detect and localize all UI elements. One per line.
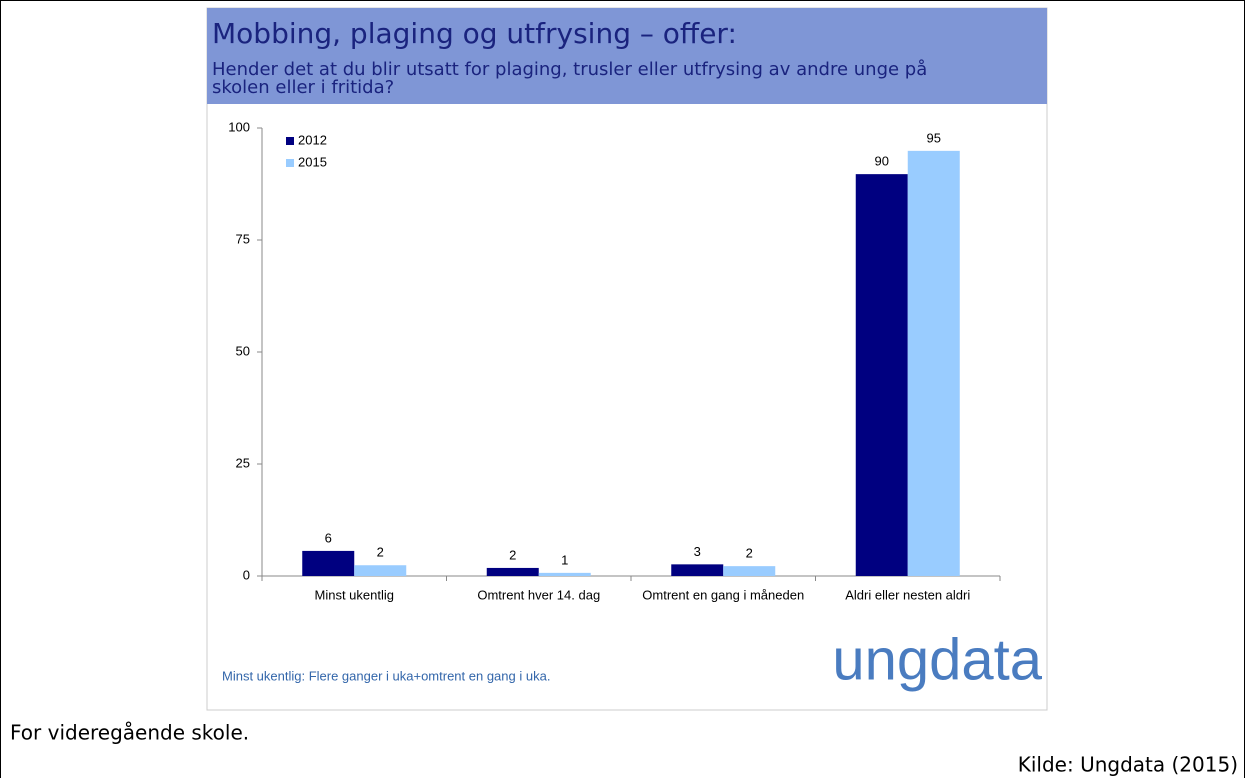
bar <box>538 572 591 576</box>
chart-subtitle: skolen eller i fritida? <box>212 77 394 98</box>
y-tick-label: 100 <box>228 119 250 134</box>
value-label: 3 <box>694 544 701 559</box>
chart-header <box>207 8 1047 104</box>
value-label: 1 <box>561 552 568 567</box>
y-tick-label: 25 <box>236 455 250 470</box>
source: Kilde: Ungdata (2015) <box>1018 753 1238 777</box>
annotation: Minst ukentlig: Flere ganger i uka+omtre… <box>222 668 550 683</box>
bar <box>723 566 776 576</box>
value-label: 2 <box>509 547 516 562</box>
y-tick-label: 0 <box>243 567 250 582</box>
value-label: 90 <box>875 154 889 169</box>
x-tick-label: Omtrent en gang i måneden <box>642 587 804 602</box>
logo: ungdata <box>832 627 1042 692</box>
legend-swatch <box>286 137 294 145</box>
caption: For videregående skole. <box>10 721 249 745</box>
legend-label: 2012 <box>298 132 327 147</box>
y-tick-label: 75 <box>236 231 250 246</box>
legend-swatch <box>286 159 294 167</box>
value-label: 2 <box>746 546 753 561</box>
y-tick-label: 50 <box>236 343 250 358</box>
chart-subtitle: Hender det at du blir utsatt for plaging… <box>212 59 927 80</box>
legend-label: 2015 <box>298 154 327 169</box>
x-tick-label: Omtrent hver 14. dag <box>477 587 600 602</box>
value-label: 6 <box>325 530 332 545</box>
bar <box>486 567 539 576</box>
value-label: 2 <box>377 545 384 560</box>
value-label: 95 <box>927 130 941 145</box>
bar <box>671 564 724 576</box>
x-tick-label: Minst ukentlig <box>315 587 394 602</box>
chart-title: Mobbing, plaging og utfrysing – offer: <box>212 17 737 50</box>
bar <box>907 150 960 576</box>
bar <box>855 174 908 577</box>
bar <box>354 565 407 576</box>
bar <box>302 550 355 576</box>
x-tick-label: Aldri eller nesten aldri <box>845 587 970 602</box>
